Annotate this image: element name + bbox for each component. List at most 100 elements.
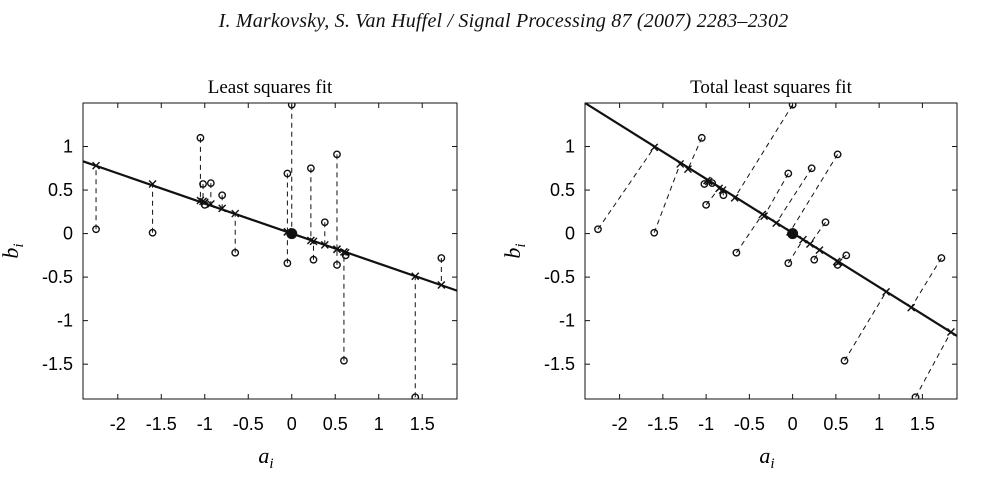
data-point <box>911 393 920 399</box>
data-point <box>788 103 797 109</box>
fit-line <box>83 160 457 292</box>
data-point <box>218 191 227 200</box>
fitted-point <box>309 237 318 246</box>
y-tick-label: -1 <box>559 311 575 331</box>
fitted-point-stroke <box>437 280 446 289</box>
x-tick-label: 0.5 <box>323 414 348 434</box>
data-point <box>700 180 709 188</box>
x-tick-label: -0.5 <box>734 414 765 434</box>
data-point <box>341 251 350 260</box>
x-tick-label: 1 <box>374 414 384 434</box>
y-axis-label-main: b <box>500 248 525 259</box>
data-point <box>196 133 205 142</box>
data-point <box>340 356 348 365</box>
fitted-point-stroke <box>760 212 769 221</box>
residual-line <box>763 173 789 217</box>
data-point <box>199 180 207 188</box>
data-point <box>708 179 717 187</box>
residual-line <box>687 137 703 170</box>
y-axis-label-sub: i <box>513 243 529 247</box>
y-axis-label: bi <box>0 243 27 258</box>
plot-frame <box>82 102 458 400</box>
fitted-point <box>805 240 814 249</box>
fitted-point-stroke <box>320 240 329 249</box>
data-point <box>92 225 100 234</box>
residual-line <box>844 291 887 361</box>
data-point <box>320 218 329 227</box>
fitted-point <box>92 161 101 170</box>
x-axis-label-sub: i <box>269 456 273 472</box>
plot-frame <box>584 102 958 400</box>
y-tick-label: 0 <box>565 224 575 244</box>
fitted-point-stroke <box>907 303 916 312</box>
data-point <box>306 164 315 173</box>
fitted-point <box>231 209 240 218</box>
data-point <box>784 169 793 178</box>
fitted-point-stroke <box>206 199 215 208</box>
data-point <box>309 255 318 264</box>
fitted-point-stroke <box>730 193 739 202</box>
y-tick-label: 0.5 <box>48 180 73 200</box>
y-tick-label: 0.5 <box>550 180 575 200</box>
residual-line <box>735 214 763 254</box>
y-axis-label-sub: i <box>11 243 27 247</box>
data-point <box>283 259 292 268</box>
fitted-point <box>882 287 891 296</box>
data-point <box>810 255 819 264</box>
data-point <box>702 200 711 209</box>
fitted-point-stroke <box>196 196 205 205</box>
chart-title: Least squares fit <box>208 77 333 98</box>
data-point <box>833 261 842 269</box>
x-tick-label: -0.5 <box>233 414 264 434</box>
y-tick-label: -1.5 <box>42 354 73 374</box>
y-tick-label: -0.5 <box>544 267 575 287</box>
fitted-point <box>676 159 685 168</box>
x-tick-label: -1.5 <box>647 414 678 434</box>
fitted-point-stroke <box>306 236 315 245</box>
data-point <box>937 254 946 262</box>
fitted-point-stroke <box>946 327 955 336</box>
fitted-point-stroke <box>332 245 341 254</box>
x-tick-label: -1 <box>197 414 213 434</box>
fitted-point <box>148 179 157 188</box>
fitted-point <box>730 193 739 202</box>
fitted-point-stroke <box>772 219 781 228</box>
fitted-point-stroke <box>92 161 101 170</box>
fitted-point <box>320 240 329 249</box>
centroid-point <box>787 228 799 240</box>
fitted-point-stroke <box>715 184 724 193</box>
fit-line <box>585 103 957 337</box>
data-layer <box>585 103 957 399</box>
fitted-point-stroke <box>718 186 727 195</box>
residual-line <box>789 154 839 233</box>
x-tick-label: 0 <box>788 414 798 434</box>
residual-line <box>653 163 681 233</box>
residual-line <box>787 239 804 264</box>
x-axis-label-main: a <box>258 443 269 468</box>
x-tick-label: -1.5 <box>146 414 177 434</box>
fitted-point-stroke <box>148 179 157 188</box>
x-tick-label: -2 <box>612 414 628 434</box>
data-point <box>650 228 659 237</box>
fitted-point <box>683 165 692 174</box>
fitted-point <box>437 280 446 289</box>
fitted-point-stroke <box>218 204 227 213</box>
x-tick-label: 1 <box>874 414 884 434</box>
data-point <box>333 150 341 159</box>
data-point <box>840 356 849 365</box>
data-point <box>283 169 292 178</box>
fitted-point <box>218 204 227 213</box>
chart-panel-2: Total least squares fit -2 -1.5 -1 -0.5 0 0.5 1… <box>500 77 958 472</box>
x-tick-label: 0 <box>287 414 297 434</box>
data-point <box>437 254 446 262</box>
y-tick-label: 1 <box>63 137 73 157</box>
y-tick-label: 0 <box>63 224 73 244</box>
data-point <box>821 218 830 227</box>
residual-line <box>597 147 655 230</box>
chart-panel-1: Least squares fit -2 -1.5 -1 -0.5 0 0.5 1 1.5 1 0.… <box>0 77 458 472</box>
fitted-point <box>650 143 659 152</box>
y-axis-label-main: b <box>0 248 23 259</box>
y-tick-label: 1 <box>565 137 575 157</box>
data-point <box>206 179 215 187</box>
